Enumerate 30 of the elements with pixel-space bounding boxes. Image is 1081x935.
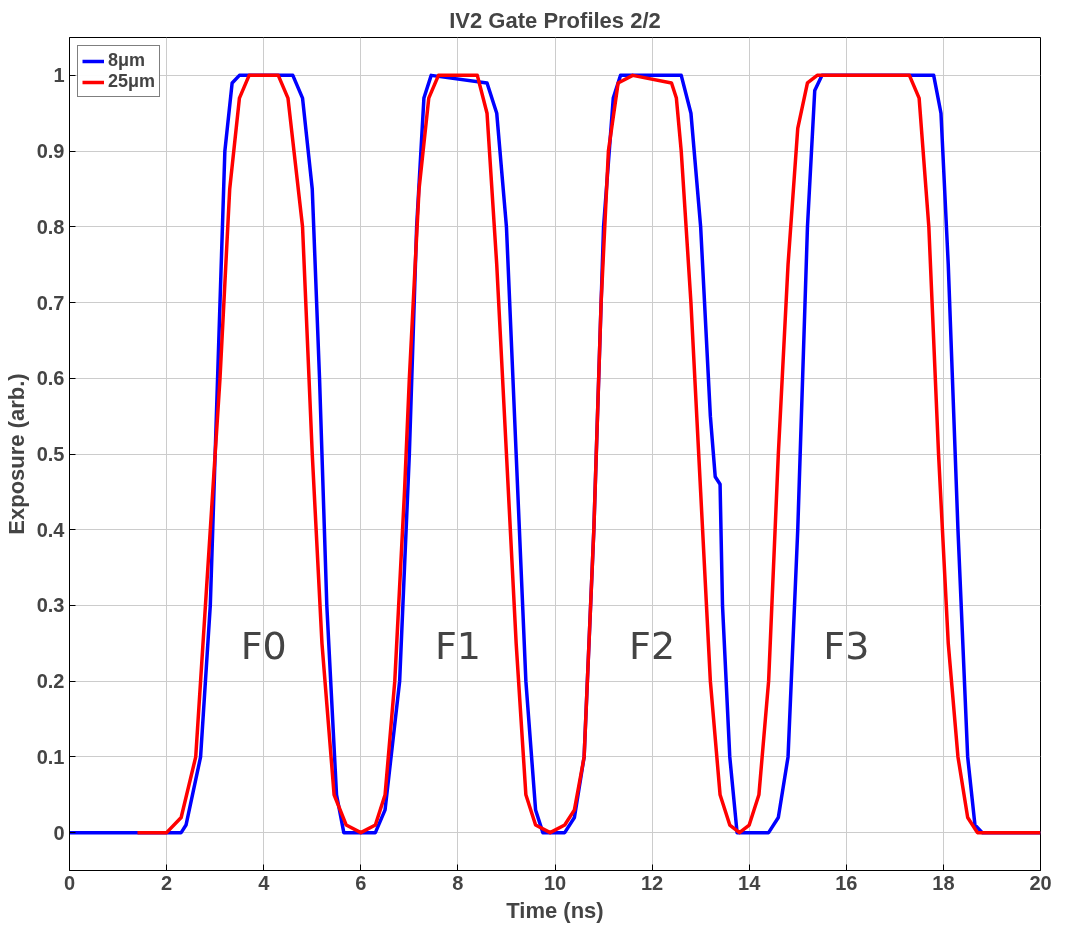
y-tick-label: 0.6: [36, 367, 65, 390]
x-tick-label: 20: [1029, 871, 1052, 894]
y-tick-label: 0.7: [36, 291, 65, 314]
y-tick-label: 0.4: [36, 518, 66, 541]
y-axis-title: Exposure (arb.): [3, 373, 29, 535]
annotation: F0: [240, 623, 287, 668]
x-tick-label: 2: [161, 871, 173, 894]
y-tick-label: 0.8: [36, 215, 65, 238]
legend-label: 25μm: [108, 71, 156, 92]
annotation: F1: [434, 623, 481, 668]
x-tick-label: 14: [738, 871, 762, 894]
y-tick-label: 0.2: [36, 670, 65, 693]
y-tick-label: 0.5: [36, 443, 65, 465]
y-tick-label: 0.9: [36, 140, 65, 163]
annotation: F2: [629, 623, 676, 668]
x-tick-label: 10: [543, 871, 567, 894]
x-tick-label: 18: [932, 871, 955, 894]
x-tick-label: 8: [452, 871, 464, 894]
x-tick-label: 4: [258, 871, 271, 894]
y-tick-label: 0.3: [36, 594, 65, 617]
x-axis-title: Time (ns): [506, 897, 604, 923]
y-tick-label: 1: [53, 64, 65, 87]
chart-title: IV2 Gate Profiles 2/2: [449, 7, 661, 33]
legend-label: 8μm: [108, 50, 146, 71]
x-tick-label: 12: [640, 871, 664, 894]
y-tick-label: 0.1: [36, 745, 65, 768]
annotation: F3: [823, 623, 870, 668]
y-tick-label: 0: [53, 821, 65, 844]
x-tick-label: 16: [835, 871, 858, 894]
x-tick-label: 6: [355, 871, 367, 894]
